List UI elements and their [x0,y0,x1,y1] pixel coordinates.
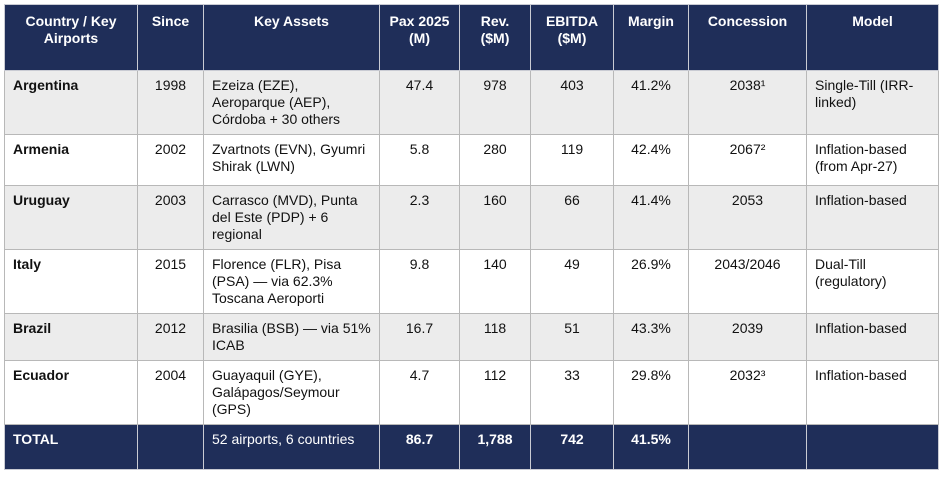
cell-since: 2004 [137,360,204,425]
cell-pax: 5.8 [379,134,460,186]
cell-ebitda: 119 [530,134,614,186]
cell-concession: 2053 [688,185,807,250]
airports-table: Country / Key Airports Since Key Assets … [4,4,939,470]
cell-model: Inflation-based [806,360,939,425]
cell-since: 2003 [137,185,204,250]
cell-revenue: 140 [459,249,531,314]
header-revenue: Rev. ($M) [459,4,531,71]
cell-concession: 2032³ [688,360,807,425]
cell-country: Uruguay [4,185,138,250]
table-row: Uruguay 2003 Carrasco (MVD), Punta del E… [4,185,939,250]
cell-concession: 2039 [688,313,807,361]
table-row: Italy 2015 Florence (FLR), Pisa (PSA) — … [4,249,939,314]
cell-pax: 47.4 [379,70,460,135]
table-row: Brazil 2012 Brasilia (BSB) — via 51% ICA… [4,313,939,361]
cell-since: 1998 [137,70,204,135]
cell-key-assets: Zvartnots (EVN), Gyumri Shirak (LWN) [203,134,380,186]
cell-ebitda: 51 [530,313,614,361]
total-key-assets: 52 airports, 6 countries [203,424,380,470]
cell-key-assets: Florence (FLR), Pisa (PSA) — via 62.3% T… [203,249,380,314]
cell-country: Armenia [4,134,138,186]
cell-key-assets: Guayaquil (GYE), Galápagos/Seymour (GPS) [203,360,380,425]
cell-country: Argentina [4,70,138,135]
cell-pax: 2.3 [379,185,460,250]
total-revenue: 1,788 [459,424,531,470]
cell-model: Dual-Till (regulatory) [806,249,939,314]
cell-ebitda: 403 [530,70,614,135]
cell-pax: 4.7 [379,360,460,425]
cell-country: Ecuador [4,360,138,425]
cell-concession: 2067² [688,134,807,186]
header-ebitda: EBITDA ($M) [530,4,614,71]
total-row: TOTAL 52 airports, 6 countries 86.7 1,78… [4,424,939,470]
total-label: TOTAL [4,424,138,470]
cell-ebitda: 49 [530,249,614,314]
cell-country: Italy [4,249,138,314]
header-concession: Concession [688,4,807,71]
cell-margin: 41.4% [613,185,689,250]
cell-model: Single-Till (IRR-linked) [806,70,939,135]
cell-pax: 16.7 [379,313,460,361]
header-pax: Pax 2025 (M) [379,4,460,71]
header-row: Country / Key Airports Since Key Assets … [4,4,939,71]
table-row: Armenia 2002 Zvartnots (EVN), Gyumri Shi… [4,134,939,186]
total-margin: 41.5% [613,424,689,470]
cell-since: 2002 [137,134,204,186]
cell-revenue: 160 [459,185,531,250]
total-model [806,424,939,470]
header-since: Since [137,4,204,71]
total-concession [688,424,807,470]
cell-model: Inflation-based (from Apr-27) [806,134,939,186]
cell-revenue: 118 [459,313,531,361]
header-margin: Margin [613,4,689,71]
cell-since: 2012 [137,313,204,361]
header-model: Model [806,4,939,71]
header-key-assets: Key Assets [203,4,380,71]
cell-concession: 2043/2046 [688,249,807,314]
cell-ebitda: 33 [530,360,614,425]
cell-margin: 41.2% [613,70,689,135]
total-ebitda: 742 [530,424,614,470]
cell-margin: 29.8% [613,360,689,425]
total-since [137,424,204,470]
cell-model: Inflation-based [806,185,939,250]
table-row: Argentina 1998 Ezeiza (EZE), Aeroparque … [4,70,939,135]
cell-margin: 26.9% [613,249,689,314]
cell-key-assets: Brasilia (BSB) — via 51% ICAB [203,313,380,361]
cell-revenue: 112 [459,360,531,425]
cell-margin: 43.3% [613,313,689,361]
cell-model: Inflation-based [806,313,939,361]
cell-key-assets: Carrasco (MVD), Punta del Este (PDP) + 6… [203,185,380,250]
cell-margin: 42.4% [613,134,689,186]
header-country: Country / Key Airports [4,4,138,71]
cell-revenue: 978 [459,70,531,135]
total-pax: 86.7 [379,424,460,470]
cell-country: Brazil [4,313,138,361]
cell-concession: 2038¹ [688,70,807,135]
cell-pax: 9.8 [379,249,460,314]
table-row: Ecuador 2004 Guayaquil (GYE), Galápagos/… [4,360,939,425]
cell-ebitda: 66 [530,185,614,250]
cell-key-assets: Ezeiza (EZE), Aeroparque (AEP), Córdoba … [203,70,380,135]
cell-revenue: 280 [459,134,531,186]
cell-since: 2015 [137,249,204,314]
